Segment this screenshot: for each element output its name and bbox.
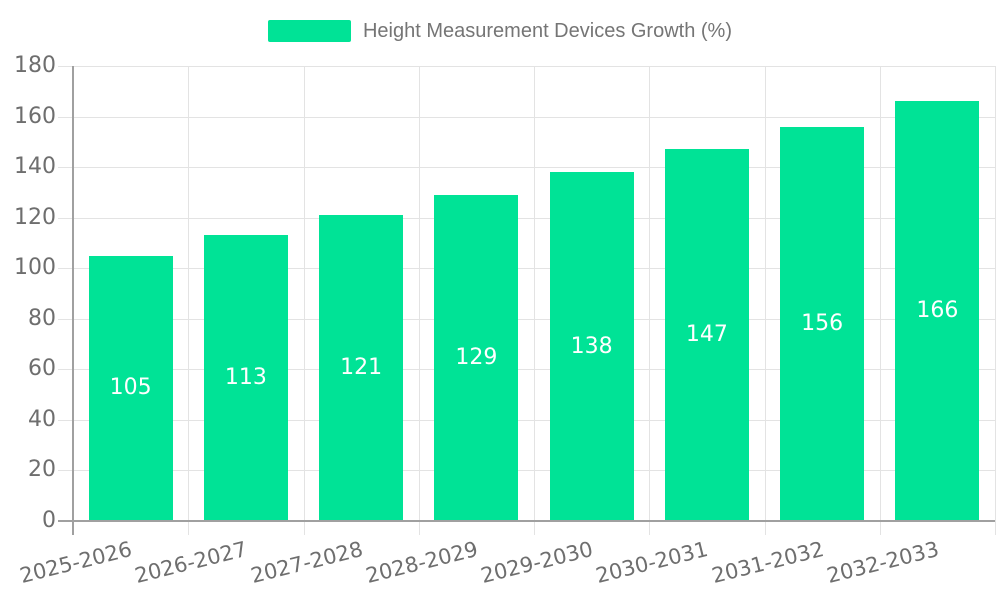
gridline-vertical — [879, 66, 881, 535]
legend-item-series[interactable]: Height Measurement Devices Growth (%) — [267, 18, 732, 44]
gridline-horizontal — [58, 268, 995, 270]
x-axis-tick-label: 2032-2033 — [824, 537, 942, 588]
bar-2031-2032 — [780, 126, 865, 520]
bar-value-label: 156 — [801, 310, 844, 336]
y-axis-tick-label: 160 — [14, 103, 56, 129]
y-axis-tick-label: 20 — [28, 457, 56, 483]
bar-2030-2031 — [664, 149, 749, 520]
bar-value-label: 113 — [224, 365, 267, 391]
y-axis-tick-label: 40 — [28, 406, 56, 432]
gridline-horizontal — [58, 419, 995, 421]
bar-2028-2029 — [434, 194, 519, 520]
gridline-horizontal — [58, 66, 995, 67]
x-axis-tick-label: 2025-2026 — [17, 537, 135, 588]
x-axis-tick-label: 2029-2030 — [478, 537, 596, 588]
gridline-vertical — [188, 66, 190, 535]
x-axis-tick-label: 2027-2028 — [248, 537, 365, 588]
gridline-horizontal — [58, 167, 995, 169]
gridline-vertical — [995, 66, 996, 535]
x-axis-line — [58, 520, 995, 522]
x-axis-tick-label: 2030-2031 — [593, 537, 711, 588]
gridline-horizontal — [58, 217, 995, 219]
chart-title: Height Measurement Devices Growth (%) — [362, 20, 732, 42]
x-axis-tick-label: 2028-2029 — [363, 537, 481, 588]
legend-swatch-icon — [267, 20, 351, 42]
y-axis-tick-label: 0 — [42, 508, 56, 533]
bar-value-label: 105 — [109, 375, 152, 401]
gridline-vertical — [303, 66, 305, 535]
y-axis-tick-label: 120 — [14, 204, 56, 230]
bar-value-label: 138 — [570, 333, 613, 359]
gridline-vertical — [534, 66, 535, 535]
bar-value-label: 121 — [340, 355, 383, 381]
gridline-vertical — [649, 66, 651, 535]
chart-legend: Height Measurement Devices Growth (%) — [0, 18, 1000, 44]
bar-2027-2028 — [319, 215, 404, 520]
bar-value-label: 147 — [685, 322, 728, 348]
x-axis-tick-label: 2031-2032 — [709, 537, 826, 588]
gridline-horizontal — [58, 116, 995, 118]
y-axis-tick-label: 100 — [14, 255, 56, 281]
gridline-horizontal — [58, 318, 995, 320]
y-axis-line — [72, 66, 74, 535]
gridline-vertical — [764, 66, 766, 535]
bar-2026-2027 — [203, 235, 288, 520]
bar-2032-2033 — [895, 101, 980, 520]
bar-value-label: 166 — [916, 298, 959, 324]
bar-2029-2030 — [549, 172, 634, 520]
x-axis-tick-label: 2026-2027 — [132, 537, 250, 588]
gridline-vertical — [418, 66, 420, 535]
bar-value-label: 129 — [455, 344, 498, 370]
gridline-horizontal — [58, 470, 995, 472]
y-axis-tick-label: 140 — [14, 154, 56, 180]
y-axis-tick-label: 180 — [14, 53, 56, 78]
gridline-horizontal — [58, 369, 995, 371]
y-axis-tick-label: 60 — [28, 356, 56, 382]
y-axis-tick-label: 80 — [28, 305, 56, 331]
bar-2025-2026 — [88, 255, 173, 520]
